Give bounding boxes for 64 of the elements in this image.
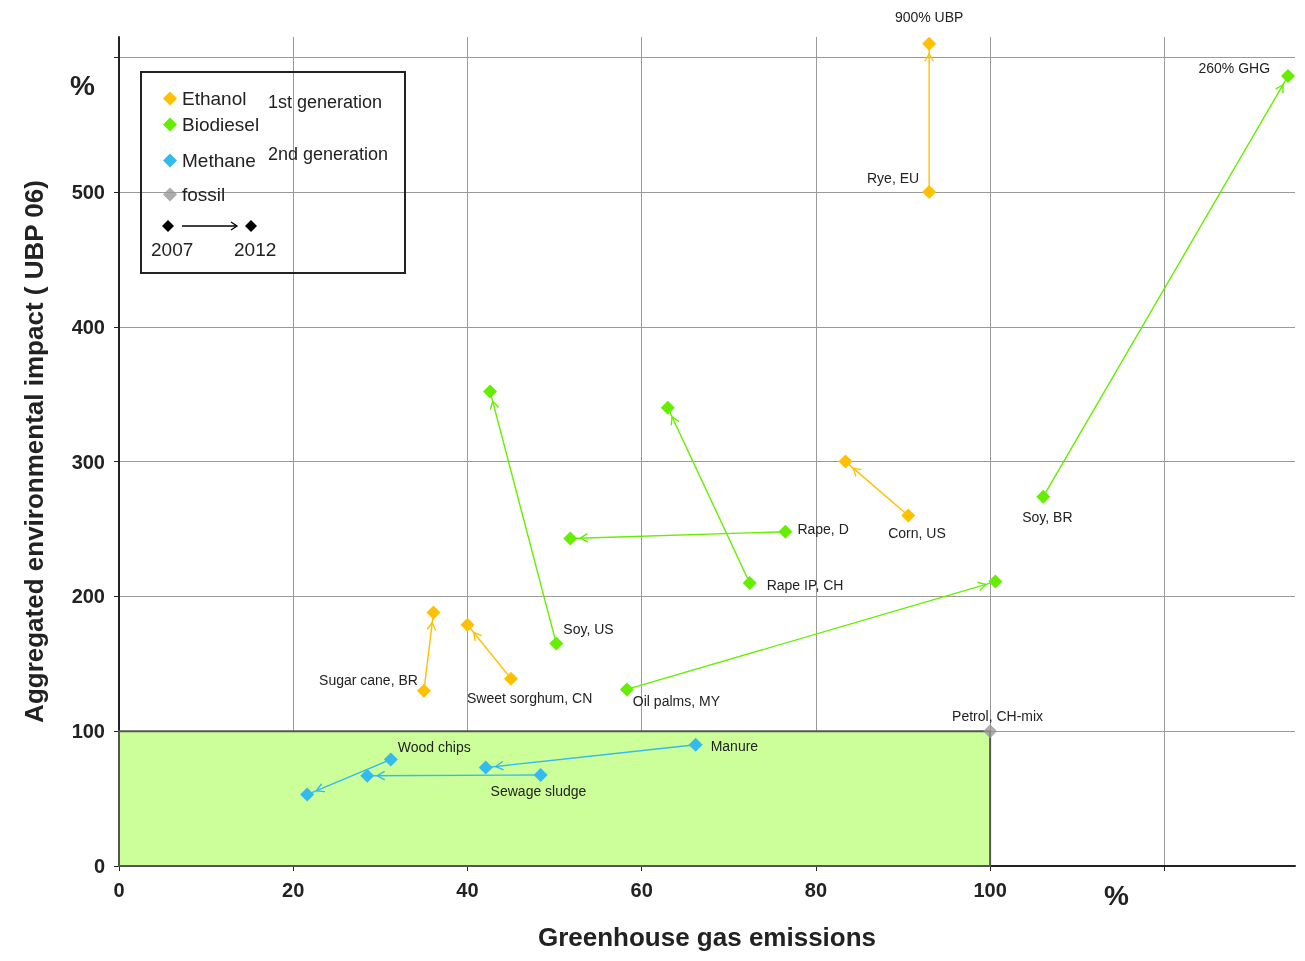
annotation: 1st generation <box>268 92 383 113</box>
point <box>360 768 375 783</box>
annotation: 260% GHG <box>1198 60 1271 77</box>
annotation: Manure <box>710 737 759 754</box>
point <box>483 384 498 399</box>
point <box>1281 69 1296 84</box>
annotation: Sweet sorghum, CN <box>467 689 593 706</box>
annotation: Oil palms, MY <box>632 693 721 710</box>
point <box>742 575 757 590</box>
point <box>660 400 675 415</box>
annotation: 2012 <box>234 239 277 261</box>
legend-label: Biodiesel <box>182 114 260 135</box>
point <box>300 787 315 802</box>
annotation: 900% UBP <box>894 8 964 25</box>
annotation: Soy, US <box>563 620 614 637</box>
annotation: Corn, US <box>888 524 946 541</box>
point <box>688 737 703 752</box>
y-tick-label: 400 <box>71 315 105 338</box>
point <box>504 671 518 686</box>
annotation: 2nd generation <box>268 144 389 165</box>
legend-label: Methane <box>182 150 256 171</box>
point <box>778 524 793 539</box>
annotation: Petrol, CH-mix <box>952 708 1044 725</box>
point <box>426 605 441 620</box>
point <box>416 683 431 698</box>
point <box>901 508 916 523</box>
point <box>922 36 937 51</box>
annotation: Wood chips <box>397 738 471 755</box>
point <box>922 185 937 200</box>
x-tick-label: 60 <box>630 879 653 901</box>
y-tick-label: 0 <box>93 855 105 877</box>
point <box>549 636 564 651</box>
y-tick-label: 100 <box>71 720 105 743</box>
annotation: Sewage sludge <box>490 783 587 800</box>
legend-label: fossil <box>182 184 226 205</box>
x-tick-label: 80 <box>804 879 828 901</box>
annotation: Rye, EU <box>867 170 920 187</box>
point <box>619 682 634 697</box>
legend-label: Ethanol <box>182 88 247 109</box>
point <box>1036 489 1051 504</box>
x-tick-label: 0 <box>113 879 125 901</box>
x-tick-label: 100 <box>973 879 1007 901</box>
x-tick-label: 20 <box>282 879 305 901</box>
y-axis-title: Aggregated environmental impact ( UBP 06) <box>19 180 49 723</box>
text: % <box>70 70 95 102</box>
annotation: Rape, D <box>797 520 849 537</box>
y-tick-label: 300 <box>71 450 105 473</box>
y-tick-label: 200 <box>71 585 105 608</box>
annotation: Sugar cane, BR <box>319 671 418 688</box>
x-axis-title: Greenhouse gas emissions <box>537 922 877 952</box>
x-tick-label: 40 <box>456 879 479 901</box>
point <box>460 617 475 632</box>
annotation: Soy, BR <box>1022 508 1073 525</box>
point <box>383 752 398 767</box>
annotation: Rape IP, CH <box>766 576 844 593</box>
annotation: 2007 <box>151 239 194 261</box>
point <box>838 454 853 469</box>
point <box>983 724 998 739</box>
text: % <box>1104 880 1129 912</box>
point <box>988 574 1003 589</box>
y-tick-label: 500 <box>71 181 105 204</box>
point <box>533 768 548 783</box>
point <box>478 760 493 775</box>
point <box>563 531 578 546</box>
